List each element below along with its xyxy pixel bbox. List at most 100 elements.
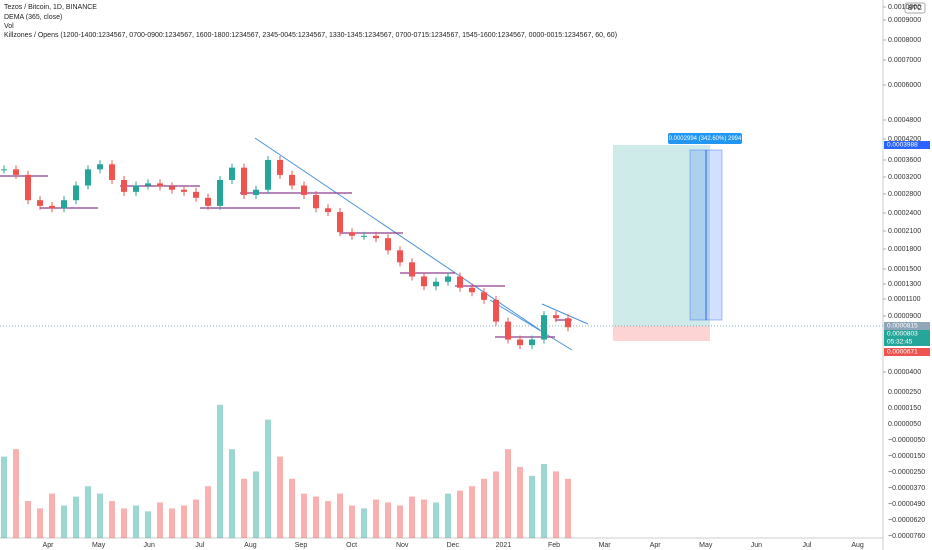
volume-bar xyxy=(397,505,403,538)
volume-bar xyxy=(277,456,283,538)
x-tick-label: Apr xyxy=(43,542,55,549)
candle-body xyxy=(157,183,163,187)
volume-bar xyxy=(409,496,415,538)
volume-bar xyxy=(349,505,355,538)
candle-body xyxy=(241,167,247,195)
volume-tick-label: −0.0000490 xyxy=(888,501,925,508)
candle-body xyxy=(481,292,487,300)
x-tick-label: Dec xyxy=(447,542,460,549)
volume-tick-label: −0.0000620 xyxy=(888,517,925,524)
volume-bar xyxy=(145,511,151,538)
indicator: DEMA (365, close) xyxy=(4,14,62,21)
volume-bar xyxy=(37,508,43,538)
y-tick-label: 0.0001300 xyxy=(888,281,921,288)
volume-bar xyxy=(1,456,7,538)
x-tick-label: Aug xyxy=(851,542,864,549)
candle-body xyxy=(49,205,55,209)
volume-bar xyxy=(133,505,139,538)
volume-bar xyxy=(373,499,379,538)
y-tick-label: 0.0004800 xyxy=(888,117,921,124)
volume-bar xyxy=(205,486,211,538)
volume-bar xyxy=(181,505,187,538)
candle-body xyxy=(85,169,91,186)
x-tick-label: May xyxy=(92,542,106,549)
volume-bar xyxy=(85,486,91,538)
candle-body xyxy=(121,179,127,192)
volume-bar xyxy=(313,496,319,538)
volume-bar xyxy=(421,499,427,538)
indicator: Vol xyxy=(4,23,14,30)
candle-body xyxy=(169,186,175,190)
volume-tick-label: 0.0000150 xyxy=(888,405,921,412)
currency: BTC xyxy=(908,5,922,12)
price-tag xyxy=(884,322,930,330)
volume-tick-label: −0.0000250 xyxy=(888,469,925,476)
x-tick-label: Mar xyxy=(599,542,612,549)
position-label-box xyxy=(668,133,742,144)
volume-bar xyxy=(445,493,451,538)
volume-bar xyxy=(157,502,163,538)
y-tick-label: 0.0006000 xyxy=(888,82,921,89)
volume-bar xyxy=(505,449,511,538)
candle-body xyxy=(529,339,535,346)
candle-body xyxy=(265,160,271,190)
volume-bar xyxy=(457,490,463,538)
profit-zone[interactable] xyxy=(613,145,710,326)
y-tick-label: 0.0000900 xyxy=(888,313,921,320)
volume-bar xyxy=(481,478,487,538)
candle-body xyxy=(553,315,559,319)
x-tick-label: Feb xyxy=(548,542,560,549)
volume-bar xyxy=(325,501,331,538)
y-tick-label: 0.0009000 xyxy=(888,17,921,24)
candle-body xyxy=(565,318,571,328)
y-tick-label: 0.0001100 xyxy=(888,296,921,303)
volume-bar xyxy=(49,493,55,538)
x-tick-label: Nov xyxy=(396,542,409,549)
indicator: Killzones / Opens (1200-1400:1234567, 07… xyxy=(4,32,617,39)
candle-body xyxy=(25,174,31,201)
candle-body xyxy=(145,183,151,186)
volume-bar xyxy=(361,508,367,538)
candle-body xyxy=(109,164,115,180)
candle-body xyxy=(337,212,343,233)
volume-bar xyxy=(229,449,235,538)
volume-bar xyxy=(493,471,499,538)
volume-tick-label: −0.0000760 xyxy=(888,533,925,540)
y-tick-label: 0.0004200 xyxy=(888,136,921,143)
price-tag xyxy=(884,338,930,346)
volume-bar xyxy=(553,471,559,538)
volume-bar xyxy=(73,496,79,538)
volume-bar xyxy=(565,478,571,538)
candle-body xyxy=(505,321,511,340)
y-tick-label: 0.0002400 xyxy=(888,210,921,217)
y-tick-label: 0.0001500 xyxy=(888,266,921,273)
price-tag-label: 0.0000815 xyxy=(887,323,918,330)
candle-body xyxy=(541,315,547,340)
volume-tick-label: −0.0000150 xyxy=(888,453,925,460)
volume-bar xyxy=(289,478,295,538)
candle-body xyxy=(181,189,187,192)
currency-box[interactable] xyxy=(904,2,926,14)
x-tick-label: Sep xyxy=(295,542,308,549)
candle-body xyxy=(409,262,415,277)
candle-body xyxy=(13,169,19,175)
volume-tick-label: −0.0000050 xyxy=(888,437,925,444)
candle-body xyxy=(385,238,391,251)
position-label: 0.0002994 (342.60%) 2994 xyxy=(669,136,742,142)
candle-body xyxy=(73,185,79,201)
candle-body xyxy=(193,191,199,198)
price-tag-label: 0.0000671 xyxy=(887,349,918,356)
x-tick-label: Jul xyxy=(803,542,812,549)
volume-tick-label: 0.0000250 xyxy=(888,389,921,396)
candle-body xyxy=(37,200,43,206)
price-tag xyxy=(884,348,930,356)
loss-zone[interactable] xyxy=(613,326,710,341)
trendline xyxy=(541,303,589,325)
volume-bar xyxy=(121,508,127,538)
y-tick-label: 0.0000400 xyxy=(888,369,921,376)
y-tick-label: 0.0003600 xyxy=(888,157,921,164)
volume-tick-label: −0.0000370 xyxy=(888,485,925,492)
volume-bar xyxy=(541,464,547,538)
volume-bar xyxy=(241,478,247,538)
